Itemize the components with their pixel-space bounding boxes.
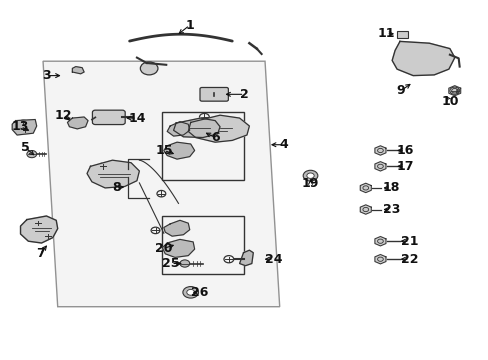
Polygon shape — [12, 120, 37, 135]
Text: 7: 7 — [36, 247, 44, 260]
Polygon shape — [374, 146, 385, 155]
Text: 12: 12 — [55, 109, 72, 122]
Polygon shape — [374, 162, 385, 171]
Circle shape — [140, 62, 158, 75]
Text: 19: 19 — [301, 177, 319, 190]
Polygon shape — [374, 255, 385, 264]
Text: 11: 11 — [377, 27, 394, 40]
Bar — [425, 57, 437, 66]
Polygon shape — [163, 142, 194, 159]
Text: 20: 20 — [155, 242, 172, 255]
Circle shape — [180, 260, 189, 267]
Text: 3: 3 — [42, 69, 51, 82]
Circle shape — [303, 170, 317, 181]
Text: 18: 18 — [382, 181, 399, 194]
Polygon shape — [167, 122, 189, 136]
Text: 10: 10 — [440, 95, 458, 108]
Circle shape — [183, 287, 198, 298]
Circle shape — [186, 289, 194, 295]
Polygon shape — [163, 220, 189, 236]
Text: 4: 4 — [279, 138, 287, 151]
FancyBboxPatch shape — [200, 87, 228, 101]
Circle shape — [27, 150, 37, 158]
Circle shape — [306, 173, 314, 178]
Text: 25: 25 — [162, 257, 180, 270]
Bar — [162, 112, 244, 180]
Text: 1: 1 — [185, 19, 194, 32]
Polygon shape — [162, 239, 194, 257]
Polygon shape — [239, 250, 253, 266]
Text: 23: 23 — [382, 203, 399, 216]
Text: 14: 14 — [128, 112, 145, 125]
Polygon shape — [72, 67, 84, 74]
Text: 15: 15 — [155, 144, 172, 157]
Polygon shape — [374, 237, 385, 246]
Text: 13: 13 — [12, 120, 29, 133]
Polygon shape — [173, 118, 220, 138]
Polygon shape — [360, 183, 370, 193]
Text: 2: 2 — [240, 88, 248, 101]
Polygon shape — [67, 117, 88, 129]
Polygon shape — [360, 205, 370, 214]
Polygon shape — [43, 61, 279, 307]
Bar — [396, 31, 407, 38]
Bar — [162, 216, 244, 274]
Polygon shape — [188, 115, 249, 142]
FancyBboxPatch shape — [92, 110, 125, 125]
Text: 21: 21 — [400, 235, 418, 248]
Text: 5: 5 — [21, 141, 30, 154]
Text: 9: 9 — [396, 84, 405, 97]
Bar — [406, 53, 421, 66]
Text: 17: 17 — [395, 160, 413, 173]
Text: 24: 24 — [264, 253, 282, 266]
Text: 26: 26 — [190, 286, 208, 299]
Text: 8: 8 — [112, 181, 121, 194]
Polygon shape — [87, 160, 139, 188]
Polygon shape — [448, 86, 460, 96]
Text: 22: 22 — [400, 253, 418, 266]
Circle shape — [449, 87, 459, 94]
Text: 6: 6 — [210, 131, 219, 144]
Polygon shape — [391, 41, 454, 76]
Text: 16: 16 — [395, 144, 413, 157]
Polygon shape — [20, 216, 58, 243]
